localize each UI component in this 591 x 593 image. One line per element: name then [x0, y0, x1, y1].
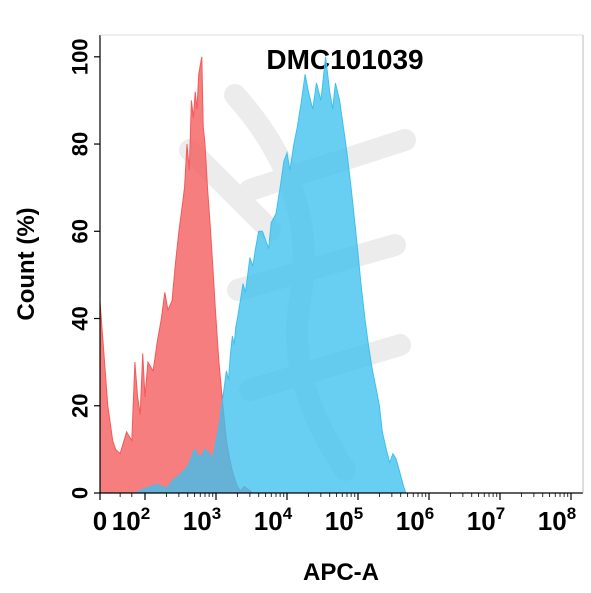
y-ticks: 0 20 40 60 80 100 [68, 38, 100, 499]
y-axis-label: Count (%) [13, 207, 40, 320]
y-tick-label: 60 [68, 219, 93, 243]
x-tick-label: 106 [396, 504, 434, 536]
y-tick-label: 40 [68, 306, 93, 330]
y-tick-label: 100 [68, 38, 93, 75]
chart-title: DMC101039 [266, 44, 423, 75]
x-tick-label: 105 [325, 504, 363, 536]
x-ticks: 0 102 103 104 105 106 107 108 [93, 493, 576, 536]
y-tick-label: 80 [68, 132, 93, 156]
x-tick-label: 108 [538, 504, 576, 536]
x-tick-label: 104 [254, 504, 293, 536]
x-tick-label: 107 [467, 504, 505, 536]
series-area-2 [134, 56, 407, 494]
y-tick-label: 0 [68, 487, 93, 499]
x-axis-label: APC-A [303, 559, 379, 586]
y-tick-label: 20 [68, 394, 93, 418]
x-tick-label: 102 [112, 504, 150, 536]
x-tick-label: 0 [93, 506, 107, 536]
x-tick-label: 103 [183, 504, 221, 536]
series-layer [99, 56, 407, 494]
